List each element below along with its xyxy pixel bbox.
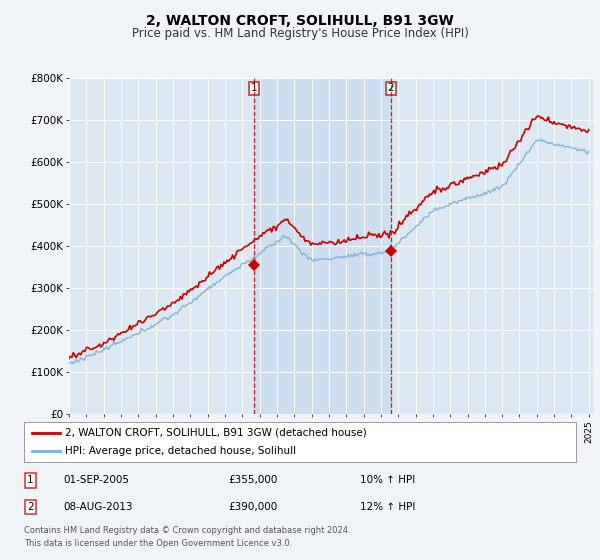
Text: 2, WALTON CROFT, SOLIHULL, B91 3GW (detached house): 2, WALTON CROFT, SOLIHULL, B91 3GW (deta…: [65, 428, 367, 437]
Text: 1: 1: [27, 475, 34, 486]
Text: Contains HM Land Registry data © Crown copyright and database right 2024.: Contains HM Land Registry data © Crown c…: [24, 526, 350, 535]
Text: Price paid vs. HM Land Registry's House Price Index (HPI): Price paid vs. HM Land Registry's House …: [131, 27, 469, 40]
Text: 01-SEP-2005: 01-SEP-2005: [63, 475, 129, 486]
Text: 2: 2: [27, 502, 34, 512]
Text: 12% ↑ HPI: 12% ↑ HPI: [360, 502, 415, 512]
Text: This data is licensed under the Open Government Licence v3.0.: This data is licensed under the Open Gov…: [24, 539, 292, 548]
Text: 2, WALTON CROFT, SOLIHULL, B91 3GW: 2, WALTON CROFT, SOLIHULL, B91 3GW: [146, 14, 454, 28]
Text: 2: 2: [388, 83, 394, 94]
Text: £355,000: £355,000: [228, 475, 277, 486]
Text: £390,000: £390,000: [228, 502, 277, 512]
Text: 1: 1: [251, 83, 257, 94]
Bar: [254, 78, 391, 414]
Text: 08-AUG-2013: 08-AUG-2013: [63, 502, 133, 512]
Text: HPI: Average price, detached house, Solihull: HPI: Average price, detached house, Soli…: [65, 446, 296, 456]
Text: 10% ↑ HPI: 10% ↑ HPI: [360, 475, 415, 486]
